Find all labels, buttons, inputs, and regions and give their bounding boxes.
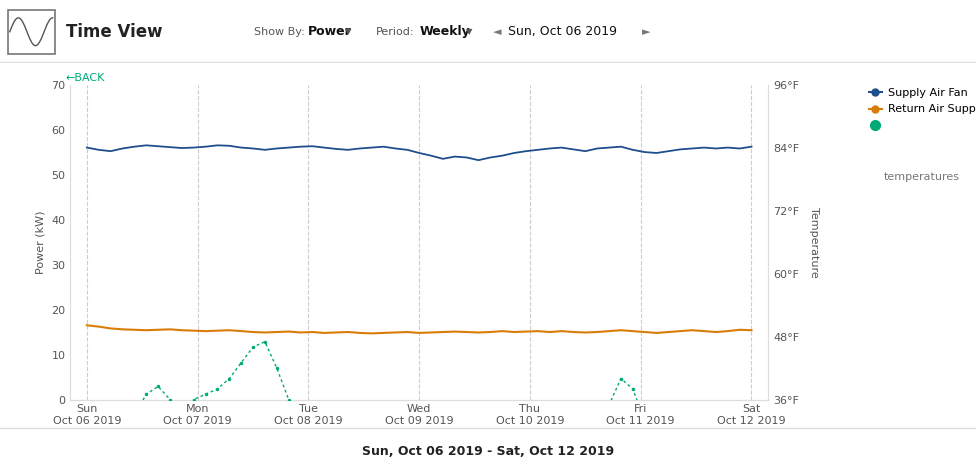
Text: Weekly: Weekly — [420, 25, 470, 38]
Text: Period:: Period: — [376, 27, 414, 37]
Text: ►: ► — [642, 27, 651, 37]
Text: Show By:: Show By: — [254, 27, 305, 37]
Text: Time View: Time View — [66, 23, 163, 41]
Text: Power: Power — [307, 25, 351, 38]
Legend: Supply Air Fan, Return Air Supply, : Supply Air Fan, Return Air Supply, — [865, 84, 976, 135]
Text: temperatures: temperatures — [883, 172, 959, 181]
Text: ◄: ◄ — [493, 27, 502, 37]
Text: Sun, Oct 06 2019 - Sat, Oct 12 2019: Sun, Oct 06 2019 - Sat, Oct 12 2019 — [362, 445, 614, 458]
Y-axis label: Power (kW): Power (kW) — [36, 210, 46, 274]
Text: ▼: ▼ — [466, 27, 472, 36]
Text: Sun, Oct 06 2019: Sun, Oct 06 2019 — [508, 25, 617, 38]
Text: ←BACK: ←BACK — [65, 73, 104, 83]
Text: ▼: ▼ — [345, 27, 351, 36]
Y-axis label: Temperature: Temperature — [808, 207, 819, 277]
